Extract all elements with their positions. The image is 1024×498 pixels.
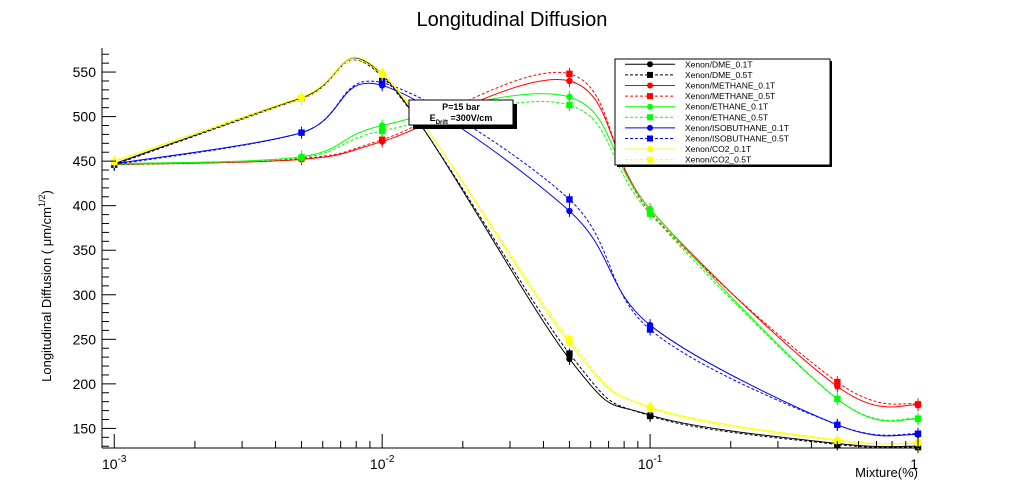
data-point [378, 79, 386, 86]
data-point [298, 154, 305, 161]
x-tick-label-base: 10 [102, 456, 118, 472]
x-axis-label: Mixture(%) [855, 465, 918, 480]
x-tick-label-exponent: -2 [386, 454, 395, 465]
y-tick-label: 350 [73, 242, 97, 258]
y-tick-label: 150 [73, 420, 97, 436]
data-point [566, 77, 573, 85]
legend-label: Xenon/CO2_0.5T [685, 155, 751, 165]
data-point [834, 437, 841, 445]
data-point [298, 95, 305, 102]
y-axis-label: Longitudinal Diffusion ( μm/cm1/2) [37, 190, 54, 382]
data-point [566, 93, 573, 101]
legend-swatch-marker [647, 146, 653, 153]
annotation-field-main: E [430, 113, 436, 123]
legend-swatch-marker [647, 71, 653, 78]
legend-label: Xenon/DME_0.5T [685, 70, 753, 80]
data-point [566, 207, 573, 215]
series-7 [111, 76, 922, 440]
y-tick-label: 200 [73, 376, 97, 392]
data-point [646, 412, 654, 420]
data-point [646, 326, 654, 333]
y-axis-label-close: ) [39, 190, 54, 194]
x-tick-label-base: 10 [638, 456, 654, 472]
data-point [914, 415, 922, 422]
legend-swatch-marker [647, 103, 653, 110]
data-point [378, 127, 386, 135]
plot-area [111, 56, 922, 454]
y-tick-label: 250 [73, 331, 97, 347]
legend-label: Xenon/CO2_0.1T [685, 144, 751, 154]
y-tick-label: 300 [73, 287, 97, 303]
x-tick-label-base: 1 [910, 456, 918, 472]
data-point [566, 336, 573, 343]
data-point [646, 210, 654, 217]
legend-swatch-marker [647, 135, 653, 142]
legend-swatch-marker [647, 82, 653, 89]
data-point [566, 350, 573, 357]
legend-label: Xenon/ETHANE_0.5T [685, 112, 768, 122]
x-tick-label: 10-2 [370, 454, 395, 472]
conditions-annotation: P=15 bar EDrift =300V/cm [408, 99, 517, 129]
y-tick-label: 400 [73, 198, 97, 214]
legend-swatch-marker [647, 114, 653, 121]
data-point [914, 430, 922, 437]
x-tick-label-exponent: -3 [118, 454, 127, 465]
x-tick-label: 10-1 [638, 454, 663, 472]
y-tick-label: 550 [73, 64, 97, 80]
data-point [378, 71, 386, 78]
data-point [914, 401, 922, 408]
legend-swatch-marker [647, 61, 653, 68]
y-axis-label-superscript: 1/2 [37, 194, 47, 207]
legend-swatch-marker [647, 93, 653, 100]
legend-swatch-marker [647, 156, 653, 163]
data-point [834, 421, 841, 429]
annotation-field: EDrift =300V/cm [430, 113, 493, 126]
data-point [566, 196, 573, 203]
legend-label: Xenon/ISOBUTHANE_0.1T [685, 123, 789, 133]
legend-label: Xenon/METHANE_0.1T [685, 81, 775, 91]
legend-label: Xenon/DME_0.1T [685, 59, 753, 69]
legend-label: Xenon/METHANE_0.5T [685, 91, 775, 101]
data-point [834, 395, 841, 403]
data-point [566, 70, 573, 78]
x-tick-label: 10-3 [102, 454, 127, 472]
x-tick-label: 1 [910, 456, 918, 472]
y-axis-label-main: Longitudinal Diffusion ( μm/cm [39, 207, 54, 382]
data-point [566, 101, 573, 109]
chart-title: Longitudinal Diffusion [417, 9, 608, 31]
legend-label: Xenon/ISOBUTHANE_0.5T [685, 134, 789, 144]
x-tick-label-base: 10 [370, 456, 386, 472]
x-tick-label-exponent: -1 [653, 454, 662, 465]
data-point [111, 158, 118, 166]
annotation-field-sub: Drift [436, 120, 448, 126]
annotation-field-value: =300V/cm [448, 113, 492, 123]
y-tick-label: 450 [73, 153, 97, 169]
y-tick-label: 500 [73, 109, 97, 125]
data-point [298, 129, 305, 136]
annotation-box [408, 99, 514, 126]
legend-swatch-marker [647, 124, 653, 131]
legend: Xenon/DME_0.1TXenon/DME_0.5TXenon/METHAN… [614, 58, 832, 167]
data-point [378, 136, 386, 143]
annotation-pressure: P=15 bar [442, 102, 480, 112]
legend-label: Xenon/ETHANE_0.1T [685, 102, 768, 112]
data-point [646, 404, 654, 412]
data-point [834, 378, 841, 386]
